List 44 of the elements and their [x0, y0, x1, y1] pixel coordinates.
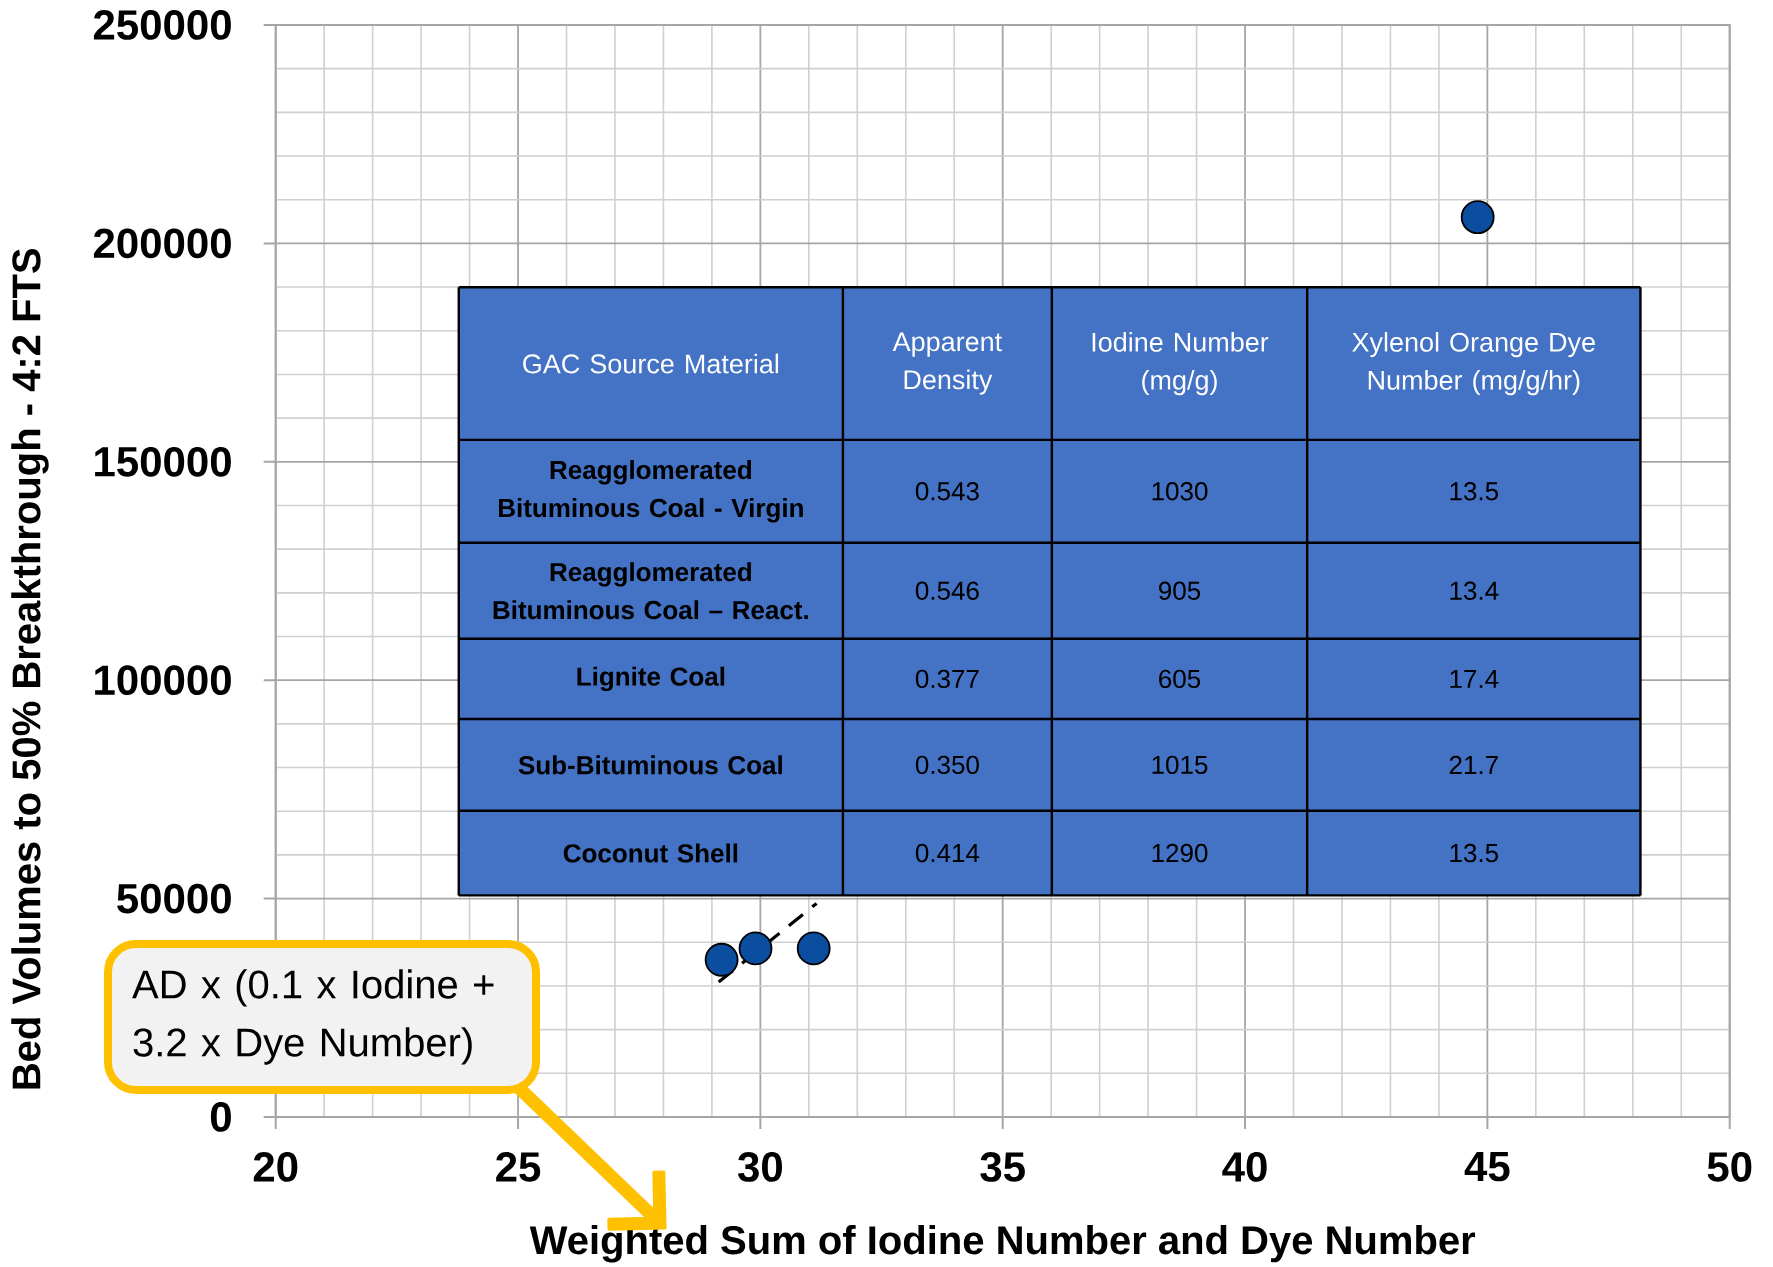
x-axis-title: Weighted Sum of Iodine Number and Dye Number	[529, 1225, 1476, 1263]
annotation: 0.543	[915, 482, 979, 501]
x-tick-label: 30	[737, 1152, 783, 1182]
annotation: 0.546	[915, 581, 979, 600]
x-tick-label: 20	[253, 1152, 298, 1182]
annotation: Iodine Number (mg/g)	[1092, 331, 1269, 396]
point	[738, 931, 773, 966]
x-tick-label: 35	[980, 1152, 1025, 1182]
annotation: 1290	[1152, 843, 1208, 863]
y-tick-label: 0	[210, 1102, 231, 1132]
annotation: 905	[1159, 581, 1201, 600]
annotation: 605	[1159, 669, 1201, 689]
annotation: 17.4	[1450, 669, 1499, 688]
y-tick-label: 250000	[93, 10, 231, 40]
annotation: Apparent Density	[892, 332, 1002, 395]
annotation: Coconut Shell	[563, 843, 738, 863]
annotation: GAC Source Material	[523, 353, 779, 374]
x-tick-label: 45	[1464, 1152, 1510, 1182]
y-tick-label: 200000	[93, 228, 231, 259]
annotation: AD x (0.1 x Iodine + 3.2 x Dye Number)	[132, 969, 494, 1065]
annotation: 13.5	[1450, 482, 1499, 501]
y-tick-label: 50000	[117, 883, 231, 914]
point	[1460, 200, 1495, 235]
annotation: 21.7	[1449, 755, 1498, 774]
x-tick-label: 25	[496, 1152, 541, 1182]
x-tick-label: 40	[1222, 1152, 1267, 1182]
point	[796, 931, 831, 966]
annotation: Lignite Coal	[577, 666, 725, 692]
annotation: 13.5	[1450, 843, 1499, 863]
annotation: Reagglomerated Bituminous Coal – React.	[493, 562, 808, 620]
annotation: Sub-Bituminous Coal	[518, 755, 782, 775]
annotation: Reagglomerated Bituminous Coal - Virgin	[498, 460, 803, 523]
annotation: 13.4	[1450, 581, 1499, 600]
annotation: 0.350	[915, 755, 979, 775]
point	[704, 942, 739, 977]
x-tick-label: 50	[1707, 1152, 1752, 1182]
annotation: 1015	[1152, 755, 1208, 775]
annotation: 0.377	[915, 669, 979, 689]
annotation: 1030	[1152, 482, 1208, 501]
y-tick-label: 150000	[95, 446, 231, 477]
y-tick-label: 100000	[95, 665, 231, 696]
annotation: 0.414	[915, 843, 980, 863]
annotation: Xylenol Orange Dye Number (mg/g/hr)	[1352, 331, 1595, 396]
y-axis-title: Bed Volumes to 50% Breakthrough - 4:2 FTS	[11, 248, 49, 1089]
